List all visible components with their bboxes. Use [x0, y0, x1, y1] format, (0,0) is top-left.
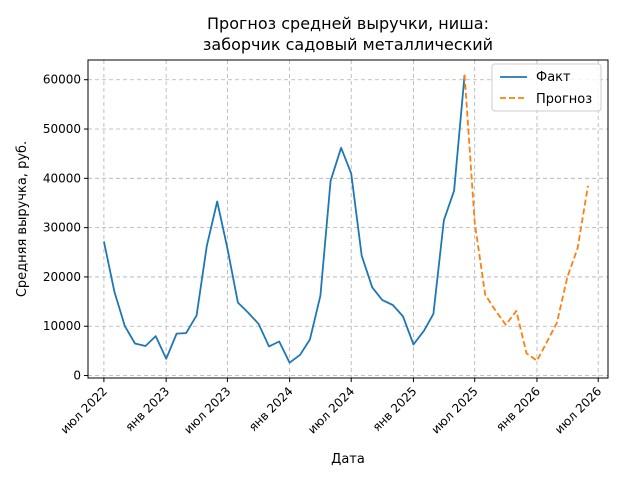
y-tick-label: 0 [73, 369, 81, 383]
y-tick-label: 60000 [43, 73, 81, 87]
x-axis-label: Дата [331, 452, 365, 467]
y-tick-label: 40000 [43, 171, 81, 185]
y-tick-label: 50000 [43, 122, 81, 136]
y-tick-label: 10000 [43, 319, 81, 333]
series-lines [103, 74, 589, 364]
y-tick-label: 20000 [43, 270, 81, 284]
legend-box [491, 63, 602, 112]
y-axis-label: Средняя выручка, руб. [15, 141, 30, 297]
chart-title-line-2: заборчик садовый металлический [203, 35, 493, 54]
plot-frame [87, 59, 609, 379]
y-axis-ticks: 0 10000 20000 30000 40000 50000 60000 [43, 73, 88, 383]
chart-title-line-1: Прогноз средней выручки, ниша: [207, 14, 489, 33]
series-line-forecast [463, 74, 589, 362]
grid-lines [88, 60, 608, 378]
chart-title: Прогноз средней выручки, ниша: заборчик … [203, 14, 493, 54]
legend-label-forecast: Прогноз [536, 92, 592, 107]
y-tick-label: 30000 [43, 221, 81, 235]
legend-label-fact: Факт [536, 70, 571, 85]
legend: Факт Прогноз [491, 63, 602, 112]
series-line-fact [103, 74, 466, 364]
